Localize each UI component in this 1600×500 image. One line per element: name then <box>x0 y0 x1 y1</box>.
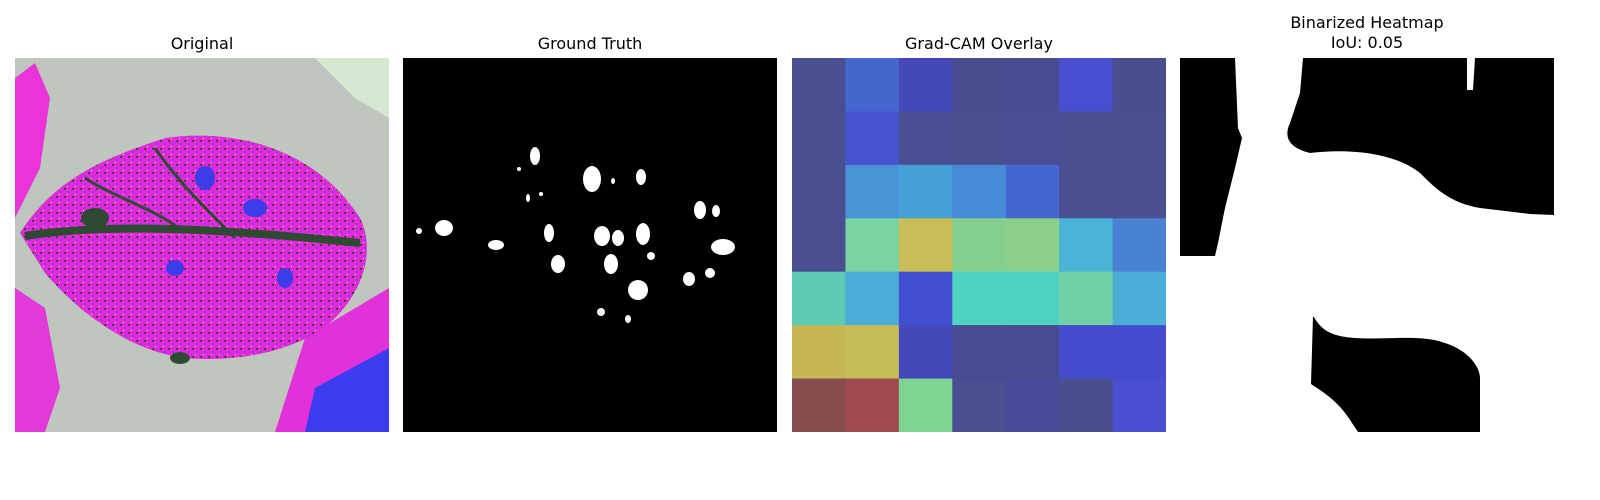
heatmap-cell <box>898 378 953 432</box>
heatmap-cell <box>898 218 953 273</box>
heatmap-cell <box>1005 58 1060 113</box>
ground-truth-title: Ground Truth <box>537 34 643 53</box>
heatmap-cell <box>898 58 953 113</box>
heatmap-cell <box>845 111 900 166</box>
heatmap-cell <box>845 271 900 326</box>
heatmap-cell <box>1005 164 1060 219</box>
heatmap-cell <box>1112 218 1166 273</box>
heatmap-cell <box>1005 378 1060 432</box>
heatmap-cell <box>1112 111 1166 166</box>
heatmap-cell <box>1059 271 1114 326</box>
heatmap-cell <box>1112 58 1166 113</box>
binarized-title: Binarized Heatmap <box>1290 13 1444 32</box>
heatmap-cell <box>952 111 1007 166</box>
heatmap-cell <box>845 218 900 273</box>
heatmap-cell <box>1059 218 1114 273</box>
heatmap-cell <box>845 325 900 380</box>
heatmap-cell <box>952 58 1007 113</box>
heatmap-cell <box>1112 271 1166 326</box>
heatmap-cell <box>792 164 847 219</box>
original-title: Original <box>170 34 234 53</box>
heatmap-cell <box>952 325 1007 380</box>
gradcam-heatmap <box>792 58 1166 432</box>
heatmap-cell <box>952 271 1007 326</box>
heatmap-cell <box>845 164 900 219</box>
heatmap-cell <box>1059 164 1114 219</box>
heatmap-cell <box>792 111 847 166</box>
heatmap-cell <box>898 271 953 326</box>
heatmap-cell <box>952 378 1007 432</box>
heatmap-cell <box>792 378 847 432</box>
heatmap-cell <box>952 218 1007 273</box>
heatmap-cell <box>1112 164 1166 219</box>
heatmap-cell <box>792 58 847 113</box>
binarized-title-block: Binarized Heatmap IoU: 0.05 <box>1180 13 1554 53</box>
binarized-heatmap <box>1180 58 1554 432</box>
heatmap-cell <box>1059 58 1114 113</box>
heatmap-cell <box>1059 378 1114 432</box>
heatmap-cell <box>1059 111 1114 166</box>
gradcam-title: Grad-CAM Overlay <box>905 34 1053 53</box>
ground-truth-mask <box>403 58 777 432</box>
heatmap-cell <box>1005 325 1060 380</box>
heatmap-cell <box>952 164 1007 219</box>
heatmap-cell <box>1005 218 1060 273</box>
heatmap-cell <box>845 378 900 432</box>
heatmap-cell <box>898 164 953 219</box>
heatmap-cell <box>792 271 847 326</box>
original-image <box>15 58 389 432</box>
heatmap-cell <box>1005 111 1060 166</box>
heatmap-cell <box>898 111 953 166</box>
heatmap-cell <box>1059 325 1114 380</box>
heatmap-cell <box>1112 378 1166 432</box>
iou-label: IoU: 0.05 <box>1330 33 1404 52</box>
heatmap-cell <box>1112 325 1166 380</box>
heatmap-cell <box>1005 271 1060 326</box>
heatmap-cell <box>898 325 953 380</box>
heatmap-cell <box>792 325 847 380</box>
heatmap-cell <box>845 58 900 113</box>
heatmap-cell <box>792 218 847 273</box>
